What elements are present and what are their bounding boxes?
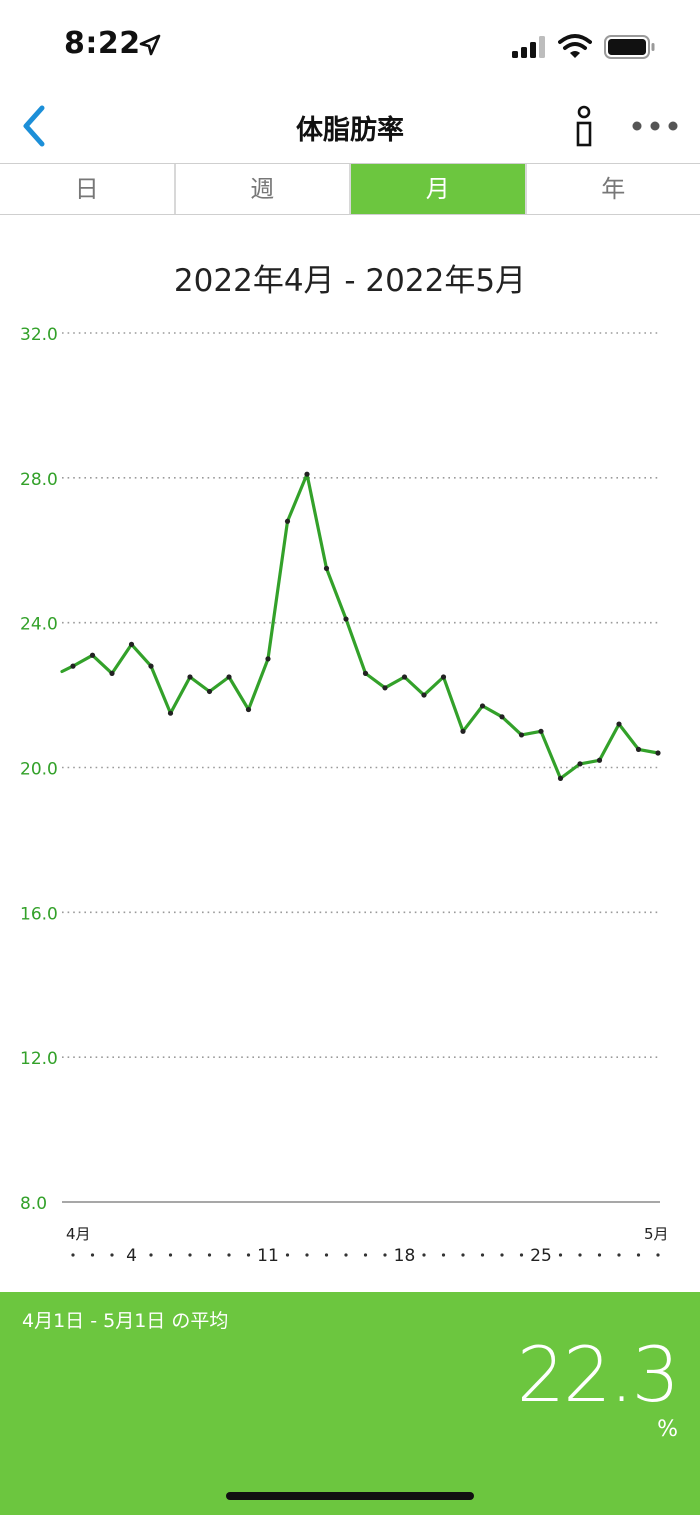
data-point xyxy=(284,518,291,524)
data-point xyxy=(206,688,213,695)
data-point xyxy=(655,750,661,756)
x-tick-dot xyxy=(383,1253,387,1257)
x-tick-dot xyxy=(285,1253,290,1257)
y-tick-label: 12.0 xyxy=(20,1049,58,1069)
data-point xyxy=(479,703,486,709)
average-period-label: 4月1日 - 5月1日 の平均 xyxy=(22,1310,229,1332)
data-point xyxy=(538,728,544,734)
y-tick-label: 16.0 xyxy=(20,904,58,924)
tab-month[interactable]: 月 xyxy=(351,164,527,214)
x-tick-dot xyxy=(363,1253,368,1257)
cellular-signal-icon xyxy=(512,36,545,58)
data-point xyxy=(187,674,193,680)
data-point xyxy=(362,670,369,676)
x-tick-dot xyxy=(188,1253,192,1257)
x-tick-dot xyxy=(422,1253,426,1257)
data-point xyxy=(382,685,388,691)
x-tick-dot xyxy=(461,1253,465,1257)
y-tick-label: 20.0 xyxy=(20,760,58,780)
average-unit: % xyxy=(657,1417,678,1442)
x-tick-dot xyxy=(149,1253,153,1257)
y-tick-label: 24.0 xyxy=(20,615,58,635)
x-tick-label: 25 xyxy=(530,1246,552,1266)
x-tick-dot xyxy=(480,1253,485,1257)
data-point xyxy=(518,732,525,738)
data-point xyxy=(557,775,564,781)
data-point xyxy=(304,471,310,477)
status-bar: 8:22 xyxy=(0,0,700,90)
data-point xyxy=(323,565,330,571)
data-point xyxy=(89,652,96,658)
x-tick-dot xyxy=(324,1253,329,1257)
data-point xyxy=(596,757,603,763)
y-tick-label: 8.0 xyxy=(20,1194,47,1214)
average-summary-panel: 4月1日 - 5月1日 の平均 22.3 % xyxy=(0,1292,700,1515)
x-tick-dot xyxy=(90,1253,95,1257)
data-point xyxy=(421,692,427,698)
body-fat-line-chart: 32.0 28.0 24.0 20.0 16.0 12.0 8.0 4月 5月 4 11 18 25 xyxy=(20,325,669,1266)
data-point xyxy=(616,721,622,727)
x-tick-label: 18 xyxy=(394,1246,416,1266)
x-tick-dot xyxy=(597,1253,602,1257)
status-time: 8:22 xyxy=(64,26,141,61)
x-tick-dot xyxy=(344,1253,348,1257)
data-point xyxy=(245,706,252,713)
data-point xyxy=(343,616,349,622)
x-tick-dot xyxy=(71,1253,75,1257)
x-month-label: 5月 xyxy=(644,1225,669,1243)
data-point xyxy=(167,710,174,716)
x-tick-dot xyxy=(636,1253,641,1257)
x-tick-dot xyxy=(441,1253,446,1257)
x-tick-dot xyxy=(207,1253,212,1257)
date-range-title: 2022年4月 - 2022年5月 xyxy=(173,263,527,299)
battery-icon xyxy=(604,35,655,59)
x-tick-dot xyxy=(246,1253,251,1257)
tab-year[interactable]: 年 xyxy=(601,175,626,203)
data-point xyxy=(401,674,408,680)
tab-week[interactable]: 週 xyxy=(176,164,351,214)
y-tick-label: 32.0 xyxy=(20,325,58,345)
navigation-bar: 体脂肪率 xyxy=(0,90,700,162)
location-arrow-icon xyxy=(139,34,161,56)
average-value: 22.3 xyxy=(516,1330,680,1419)
x-tick-label: 4 xyxy=(126,1246,137,1266)
y-tick-label: 28.0 xyxy=(20,470,58,490)
data-point xyxy=(226,674,232,680)
data-point xyxy=(109,670,115,676)
data-point xyxy=(635,746,642,752)
data-point xyxy=(148,663,154,669)
data-point xyxy=(265,656,271,662)
data-point xyxy=(577,761,583,767)
series-line xyxy=(60,472,660,780)
x-tick-dot xyxy=(227,1253,231,1257)
data-point xyxy=(499,714,505,720)
home-indicator xyxy=(226,1492,474,1500)
x-tick-dot xyxy=(305,1253,309,1257)
x-tick-dot xyxy=(558,1253,563,1257)
x-tick-dot xyxy=(656,1253,660,1257)
info-icon[interactable] xyxy=(570,98,598,154)
x-tick-dot xyxy=(578,1253,582,1257)
data-point xyxy=(70,663,76,669)
x-tick-label: 11 xyxy=(257,1246,279,1266)
x-tick-dot xyxy=(519,1253,524,1257)
page-title: 体脂肪率 xyxy=(296,115,404,146)
data-point xyxy=(460,728,466,734)
data-point xyxy=(440,674,447,680)
back-chevron-icon[interactable] xyxy=(14,98,58,154)
data-point xyxy=(128,641,135,647)
tab-day[interactable]: 日 xyxy=(0,164,176,214)
period-tabs: 日 週 月 年 xyxy=(0,163,700,215)
x-tick-dot xyxy=(500,1253,504,1257)
more-options-icon[interactable] xyxy=(628,108,682,144)
x-tick-dot xyxy=(617,1253,621,1257)
x-month-label: 4月 xyxy=(66,1225,91,1243)
x-tick-dot xyxy=(110,1253,114,1257)
wifi-icon xyxy=(558,34,592,58)
x-tick-dot xyxy=(168,1253,173,1257)
